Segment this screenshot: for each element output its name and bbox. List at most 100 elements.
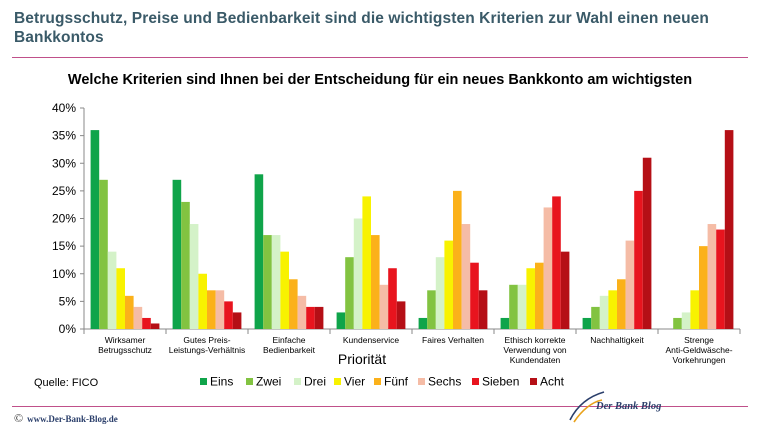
source-note: Quelle: FICO <box>34 377 99 389</box>
bar-zwei <box>99 179 108 329</box>
bar-zwei <box>673 317 682 329</box>
y-tick-label: 40% <box>52 101 76 115</box>
bar-sieben <box>306 306 315 329</box>
bar-sechs <box>625 240 635 329</box>
bar-drei <box>517 284 527 329</box>
bar-drei <box>599 295 609 329</box>
bar-sechs <box>133 306 143 329</box>
bar-zwei <box>263 235 272 329</box>
legend-label: Zwei <box>256 375 281 389</box>
bar-sieben <box>224 301 233 330</box>
legend-label: Sechs <box>428 375 461 389</box>
bar-vier <box>280 251 289 329</box>
bar-eins <box>500 317 510 329</box>
legend-label: Eins <box>210 375 233 389</box>
bar-fünf <box>371 235 380 329</box>
bar-sieben <box>142 317 151 329</box>
footer-url[interactable]: © www.Der-Bank-Blog.de <box>14 411 118 426</box>
bar-fünf <box>617 279 626 329</box>
y-tick-label: 5% <box>59 294 77 308</box>
y-tick-label: 20% <box>52 212 76 226</box>
bar-sechs <box>297 295 307 329</box>
x-category-label: Einfache Bedienbarkeit <box>263 335 316 355</box>
bar-sechs <box>543 207 553 329</box>
bottom-divider <box>12 406 748 407</box>
legend-swatch <box>418 378 425 385</box>
bar-vier <box>116 268 125 329</box>
bar-fünf <box>699 246 708 330</box>
top-divider <box>12 57 748 58</box>
legend-label: Vier <box>344 375 365 389</box>
bar-fünf <box>289 279 298 329</box>
bar-vier <box>198 273 207 329</box>
y-tick-label: 15% <box>52 239 76 253</box>
bar-eins <box>582 317 592 329</box>
bar-zwei <box>591 306 600 329</box>
legend-swatch <box>246 378 253 385</box>
slide-headline: Betrugsschutz, Preise und Bedienbarkeit … <box>14 10 709 46</box>
bar-acht <box>232 312 242 329</box>
x-category-label: Kundenservice <box>343 335 400 345</box>
bar-sieben <box>470 262 479 329</box>
bar-drei <box>353 218 363 329</box>
bar-sieben <box>634 190 643 330</box>
bar-drei <box>681 312 691 329</box>
legend-swatch <box>374 378 381 385</box>
bar-sechs <box>379 284 389 329</box>
legend-swatch <box>200 378 207 385</box>
legend-swatch <box>472 378 479 385</box>
bar-eins <box>172 179 182 329</box>
bar-eins <box>90 130 100 329</box>
bar-zwei <box>181 201 190 329</box>
bar-vier <box>362 196 371 329</box>
bar-acht <box>150 323 160 329</box>
bar-eins <box>418 317 428 329</box>
x-category-label: Gutes Preis-Leistungs-Verhältnis <box>169 335 246 355</box>
x-category-label: Ethisch korrekte Verwendung von Kundendate… <box>503 335 567 365</box>
y-tick-label: 10% <box>52 267 76 281</box>
legend-swatch <box>294 378 301 385</box>
bar-sechs <box>461 224 471 329</box>
y-tick-label: 25% <box>52 184 76 198</box>
legend-label: Drei <box>304 375 326 389</box>
bar-acht <box>724 130 734 329</box>
x-axis-title: Priorität <box>338 351 386 367</box>
bar-fünf <box>535 262 544 329</box>
bar-vier <box>444 240 453 329</box>
legend-label: Sieben <box>482 375 519 389</box>
legend-swatch <box>530 378 537 385</box>
bar-chart: 0% 5% 10% 15% 20% 25% 30% 35% 40% Wirksamer Betrug… <box>52 101 741 389</box>
bar-sieben <box>552 196 561 329</box>
y-tick-label: 30% <box>52 156 76 170</box>
x-category-label: Faires Verhalten <box>422 335 484 345</box>
copyright-symbol: © <box>14 411 24 425</box>
bank-blog-logo-icon <box>569 391 605 423</box>
bar-drei <box>189 224 199 329</box>
bar-fünf <box>453 190 462 330</box>
bar-zwei <box>509 284 518 329</box>
x-category-label: Strenge Anti-Geldwäsche-Vorkehrungen <box>665 335 732 365</box>
bar-sieben <box>716 229 725 329</box>
footer-url-text: www.Der-Bank-Blog.de <box>27 414 118 424</box>
legend-label: Fünf <box>384 375 409 389</box>
y-tick-label: 0% <box>59 322 77 336</box>
bar-drei <box>107 251 117 329</box>
brand-name: Der Bank Blog <box>596 401 662 412</box>
chart-title: Welche Kriterien sind Ihnen bei der Ents… <box>67 72 693 88</box>
y-tick-label: 35% <box>52 129 76 143</box>
bar-sechs <box>707 224 717 329</box>
bar-drei <box>271 235 281 329</box>
bar-vier <box>526 268 535 329</box>
x-category-label: Nachhaltigkeit <box>590 335 644 345</box>
bar-fünf <box>207 290 216 329</box>
legend-swatch <box>334 378 341 385</box>
bar-vier <box>608 290 617 329</box>
bar-zwei <box>427 290 436 329</box>
bar-fünf <box>125 295 134 329</box>
bar-drei <box>435 257 445 329</box>
bar-acht <box>642 157 652 329</box>
bar-sieben <box>388 268 397 329</box>
bar-zwei <box>345 257 354 329</box>
x-category-label: Wirksamer Betrugsschutz <box>98 335 152 355</box>
bar-eins <box>254 174 264 329</box>
